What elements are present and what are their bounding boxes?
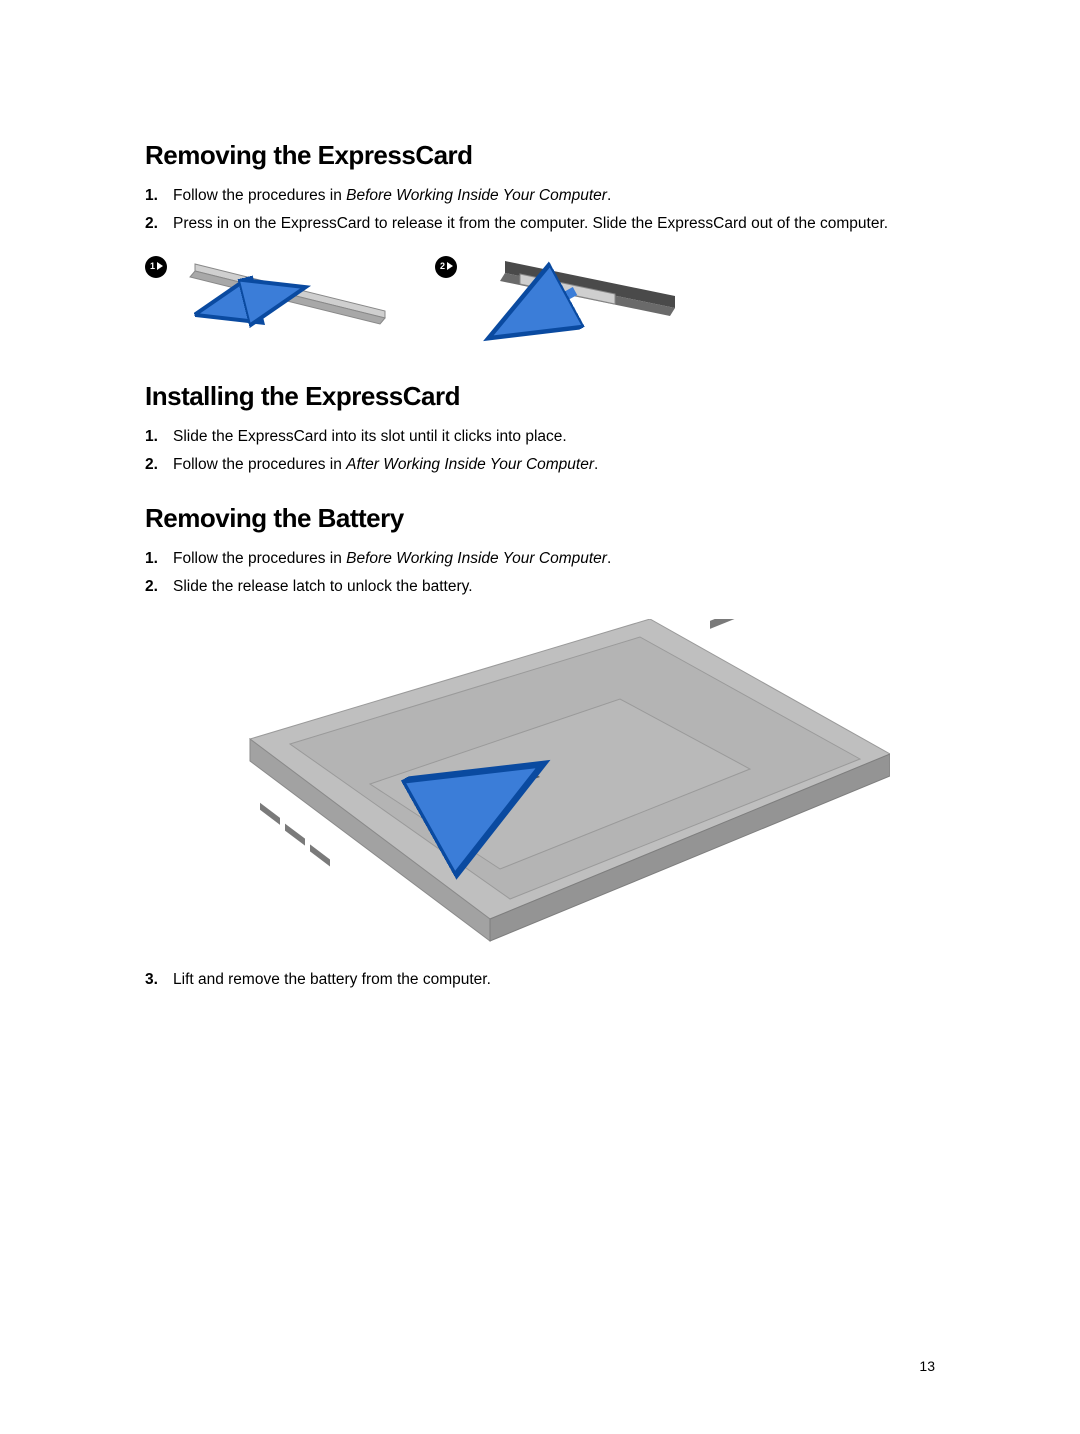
expresscard-slide-diagram (465, 256, 685, 346)
step-badge-1: 1 (145, 256, 167, 278)
figure-panel-2: 2 (435, 256, 685, 351)
steps-remove-battery-b: 3. Lift and remove the battery from the … (145, 969, 935, 991)
list-item: 1. Slide the ExpressCard into its slot u… (173, 426, 935, 448)
section-remove-battery: Removing the Battery 1. Follow the proce… (145, 503, 935, 991)
laptop-underside-diagram (190, 619, 890, 949)
step-badge-2: 2 (435, 256, 457, 278)
steps-remove-expresscard: 1. Follow the procedures in Before Worki… (145, 185, 935, 236)
section-install-expresscard: Installing the ExpressCard 1. Slide the … (145, 381, 935, 477)
steps-remove-battery-a: 1. Follow the procedures in Before Worki… (145, 548, 935, 599)
page-content: Removing the ExpressCard 1. Follow the p… (0, 0, 1080, 1077)
figure-expresscard: 1 (145, 256, 935, 351)
list-item: 3. Lift and remove the battery from the … (173, 969, 935, 991)
list-item: 2. Press in on the ExpressCard to releas… (173, 213, 935, 235)
steps-install-expresscard: 1. Slide the ExpressCard into its slot u… (145, 426, 935, 477)
heading-remove-battery: Removing the Battery (145, 503, 935, 534)
heading-install-expresscard: Installing the ExpressCard (145, 381, 935, 412)
figure-laptop-battery (145, 619, 935, 949)
list-item: 1. Follow the procedures in Before Worki… (173, 548, 935, 570)
heading-remove-expresscard: Removing the ExpressCard (145, 140, 935, 171)
expresscard-press-diagram (175, 256, 395, 346)
list-item: 1. Follow the procedures in Before Worki… (173, 185, 935, 207)
list-item: 2. Follow the procedures in After Workin… (173, 454, 935, 476)
list-item: 2. Slide the release latch to unlock the… (173, 576, 935, 598)
figure-panel-1: 1 (145, 256, 395, 351)
page-number: 13 (919, 1358, 935, 1374)
section-remove-expresscard: Removing the ExpressCard 1. Follow the p… (145, 140, 935, 351)
